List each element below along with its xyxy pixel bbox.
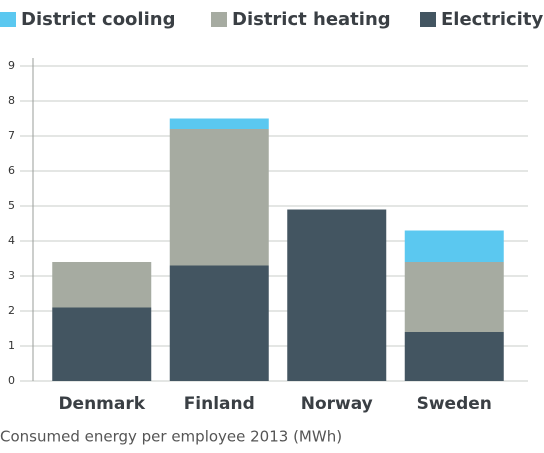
bar-segment: [404, 230, 504, 262]
bar-segment: [52, 262, 152, 308]
x-tick-label: Norway: [301, 394, 373, 414]
y-tick-label: 9: [8, 59, 15, 72]
legend-label: District heating: [232, 9, 391, 30]
bar-segment: [404, 262, 504, 332]
x-tick-label: Sweden: [417, 394, 492, 414]
y-tick-label: 3: [8, 269, 15, 282]
bar-segment: [169, 265, 269, 381]
bar-segment: [287, 209, 387, 381]
legend-swatch: [420, 12, 436, 27]
y-tick-label: 5: [8, 199, 15, 212]
y-tick-label: 6: [8, 164, 15, 177]
bar-segment: [169, 118, 269, 129]
y-tick-label: 2: [8, 304, 15, 317]
legend-swatch: [211, 12, 227, 27]
y-tick-label: 4: [8, 234, 15, 247]
x-tick-label: Finland: [184, 394, 255, 414]
bar-segment: [404, 332, 504, 381]
legend-label: District cooling: [21, 9, 175, 30]
y-tick-label: 7: [8, 129, 15, 142]
y-tick-label: 8: [8, 94, 15, 107]
x-tick-label: Denmark: [58, 394, 145, 414]
caption: Consumed energy per employee 2013 (MWh): [0, 428, 342, 446]
y-tick-label: 0: [8, 374, 15, 387]
legend-label: Electricity: [441, 9, 543, 30]
bar-segment: [52, 307, 152, 381]
legend-swatch: [0, 12, 16, 27]
bar-segment: [169, 129, 269, 266]
y-tick-label: 1: [8, 339, 15, 352]
